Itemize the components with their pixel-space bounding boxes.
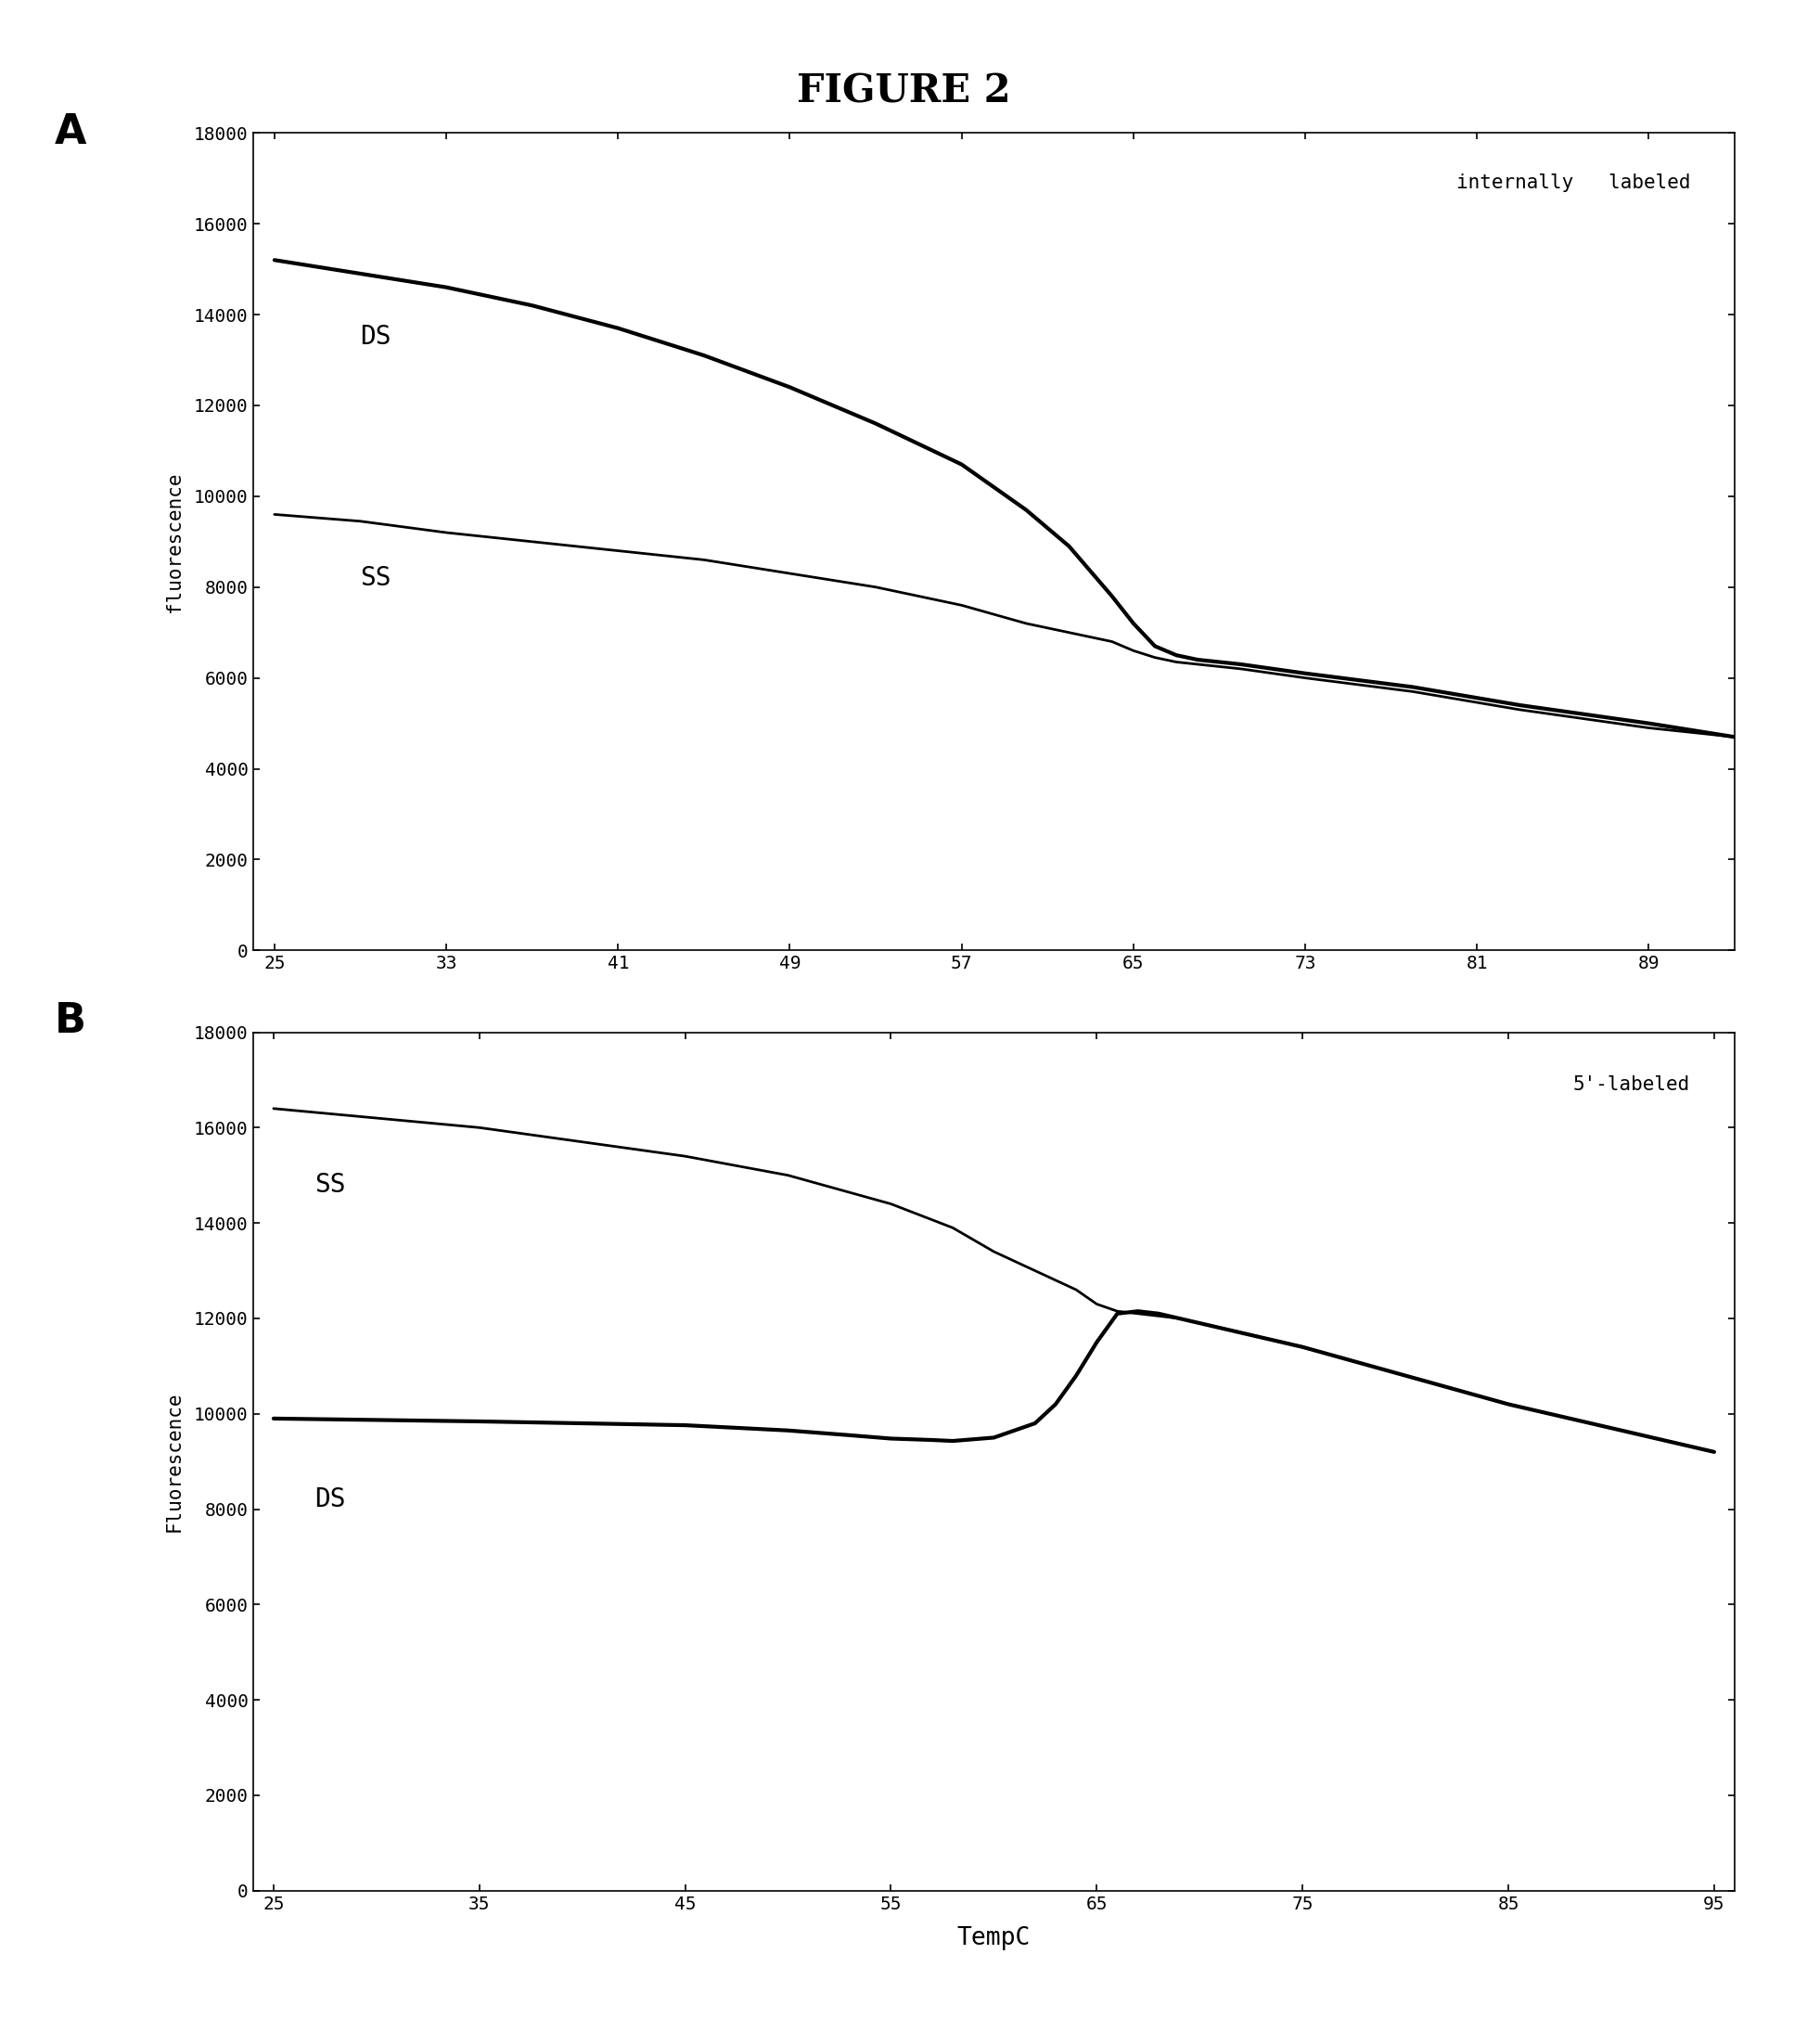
Text: internally   labeled: internally labeled	[1456, 174, 1690, 192]
Text: SS: SS	[314, 1171, 345, 1198]
Y-axis label: Fluorescence: Fluorescence	[164, 1392, 184, 1531]
X-axis label: TempC: TempC	[958, 1925, 1030, 1950]
Text: DS: DS	[314, 1486, 345, 1513]
Text: B: B	[54, 1002, 85, 1042]
Text: A: A	[54, 112, 87, 153]
Text: FIGURE 2: FIGURE 2	[797, 72, 1010, 110]
Text: 5'-labeled: 5'-labeled	[1574, 1075, 1690, 1094]
Y-axis label: fluorescence: fluorescence	[164, 472, 184, 611]
Text: DS: DS	[360, 325, 392, 350]
Text: SS: SS	[360, 564, 392, 591]
